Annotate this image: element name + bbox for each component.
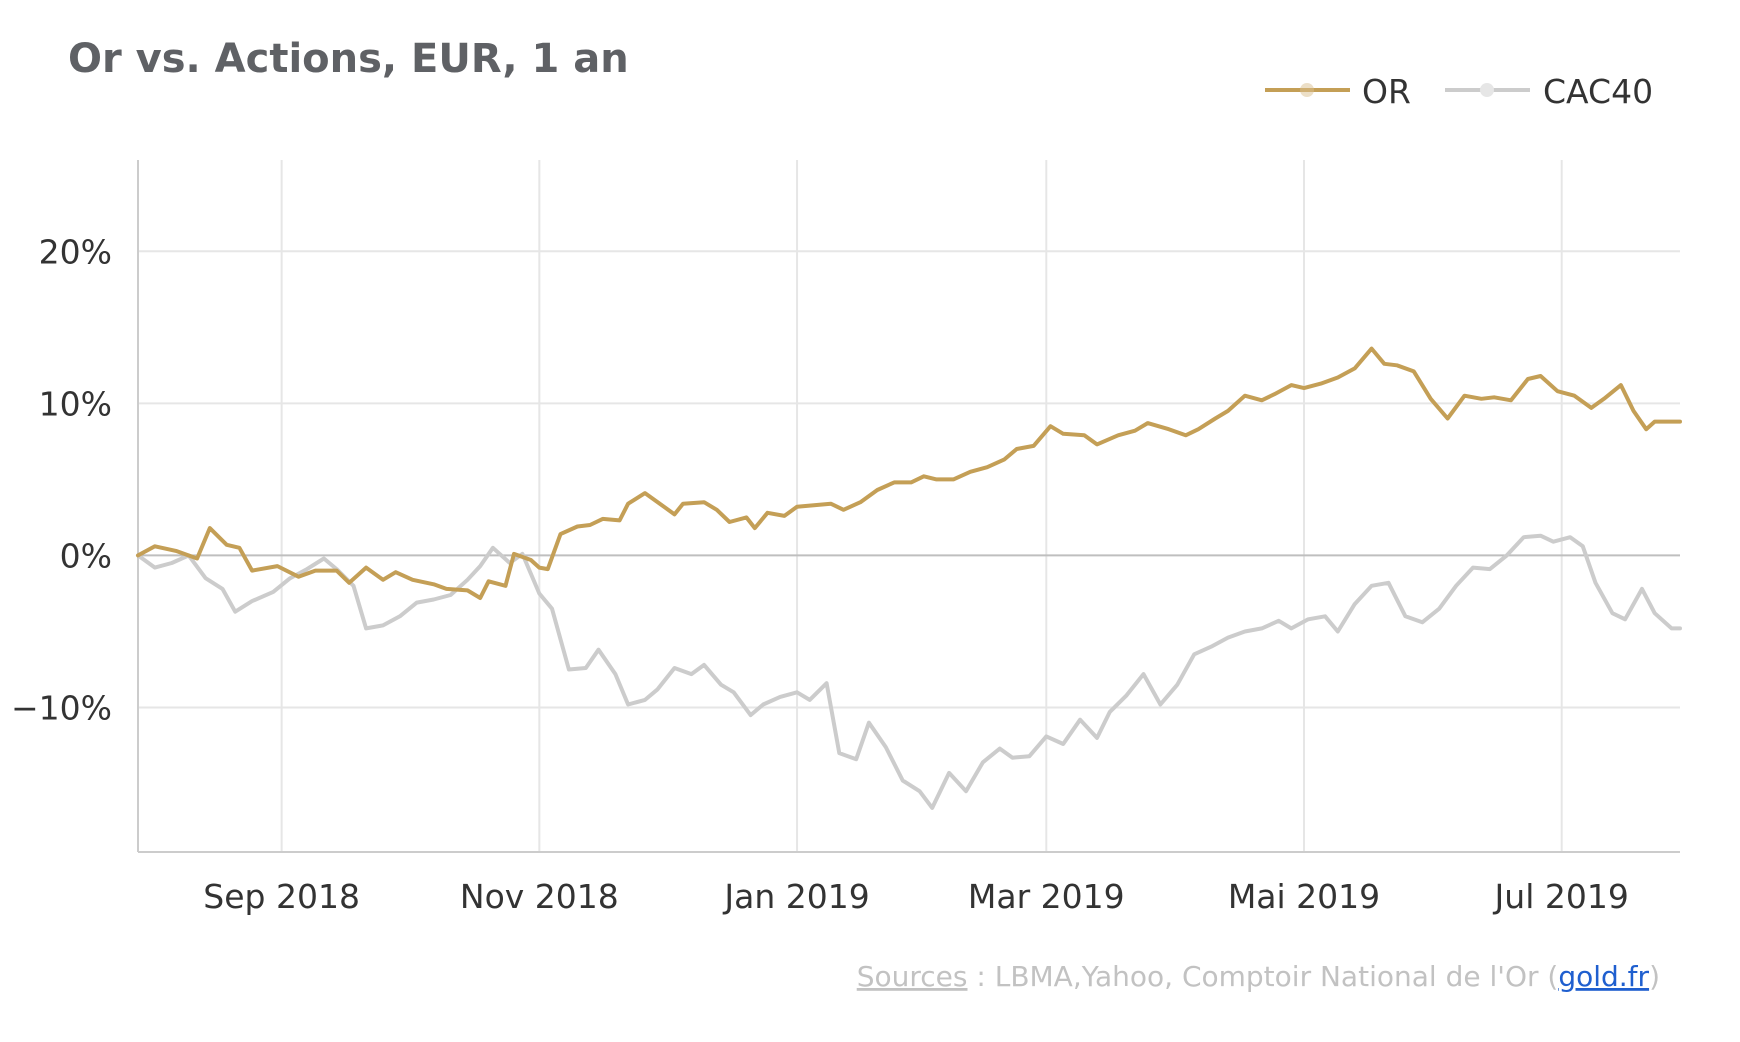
x-tick-label: Jul 2019 — [1493, 877, 1629, 916]
y-tick-label: −10% — [11, 689, 112, 728]
axes — [137, 160, 1680, 853]
x-tick-label: Jan 2019 — [722, 877, 869, 916]
x-tick-label: Nov 2018 — [460, 877, 619, 916]
gold-fr-link[interactable]: gold.fr — [1558, 960, 1649, 993]
x-axis-ticks: Sep 2018 Nov 2018 Jan 2019 Mar 2019 Mai 2019… — [203, 877, 1629, 916]
y-tick-label: 20% — [39, 232, 112, 271]
source-middle-text: : LBMA,Yahoo, Comptoir National de l'Or … — [967, 960, 1558, 993]
series-layer — [136, 346, 1682, 810]
legend-item-or[interactable]: OR — [1265, 72, 1411, 111]
legend-cac40-label: CAC40 — [1543, 72, 1653, 111]
x-tick-label: Sep 2018 — [203, 877, 360, 916]
legend-item-cac40[interactable]: CAC40 — [1445, 72, 1653, 111]
sources-link[interactable]: Sources — [857, 960, 968, 993]
y-tick-label: 10% — [39, 384, 112, 423]
legend-cac40-marker — [1480, 83, 1494, 97]
series-line-or[interactable] — [136, 346, 1682, 600]
legend-or-marker — [1300, 83, 1314, 97]
x-tick-label: Mar 2019 — [968, 877, 1125, 916]
grid — [138, 160, 1680, 852]
legend[interactable]: OR CAC40 — [1265, 72, 1653, 111]
source-suffix-text: ) — [1649, 960, 1660, 993]
source-line: Sources : LBMA,Yahoo, Comptoir National … — [857, 960, 1660, 993]
x-tick-label: Mai 2019 — [1228, 877, 1380, 916]
chart-title: Or vs. Actions, EUR, 1 an — [68, 36, 629, 82]
y-axis-ticks: 20% 10% 0% −10% — [11, 232, 112, 727]
series-line-cac40[interactable] — [136, 533, 1682, 810]
legend-or-label: OR — [1362, 72, 1411, 111]
y-tick-label: 0% — [60, 536, 112, 575]
